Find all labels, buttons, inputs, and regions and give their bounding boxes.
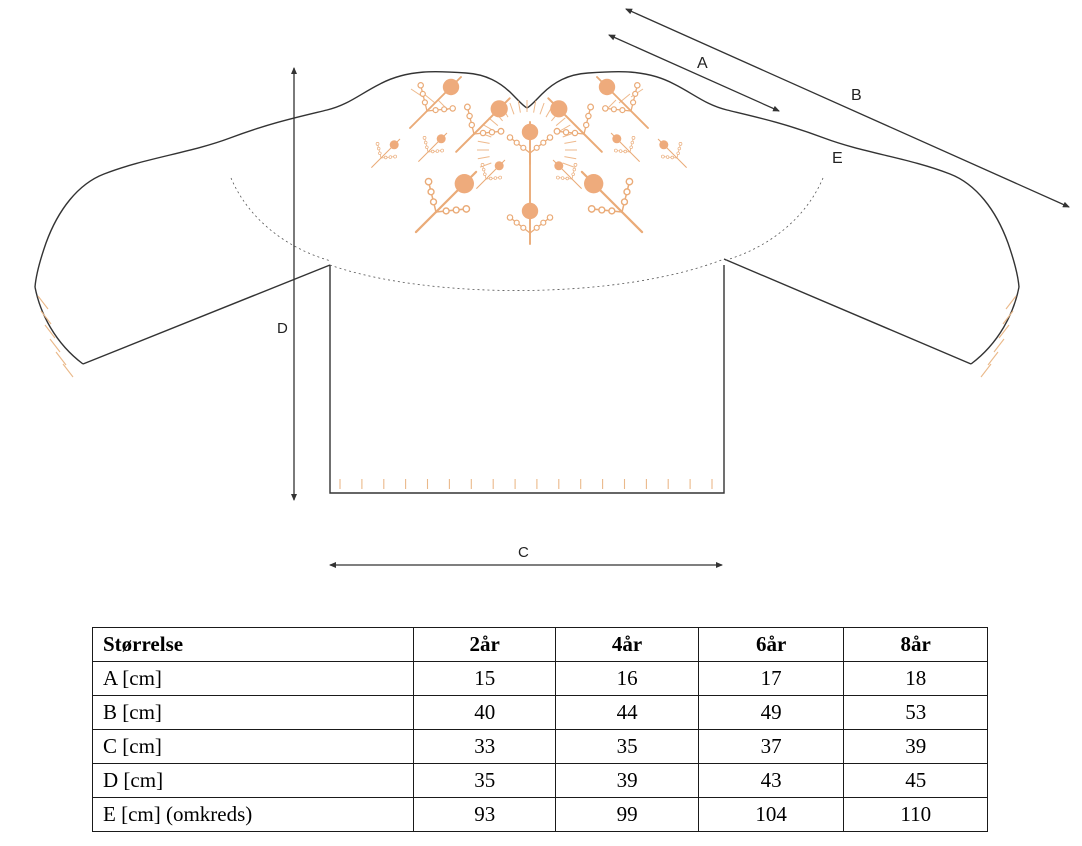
svg-text:D: D <box>277 320 288 337</box>
svg-text:B: B <box>851 87 862 104</box>
svg-text:C: C <box>518 544 529 561</box>
svg-text:A: A <box>697 55 708 72</box>
svg-text:E: E <box>832 150 843 167</box>
